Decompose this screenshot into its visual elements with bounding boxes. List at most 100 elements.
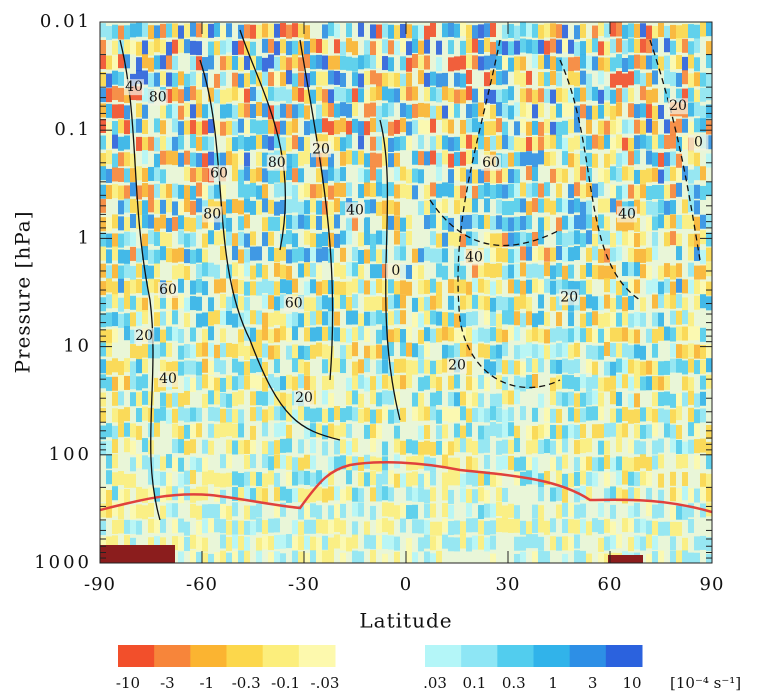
field-cell xyxy=(358,184,364,198)
field-cell xyxy=(628,167,634,181)
field-cell xyxy=(616,153,622,167)
field-cell xyxy=(454,408,460,422)
field-cell xyxy=(610,535,616,549)
field-cell xyxy=(484,504,490,518)
field-cell xyxy=(400,118,406,132)
field-cell xyxy=(220,72,226,86)
field-cell xyxy=(622,518,628,532)
field-cell xyxy=(262,441,268,455)
field-cell xyxy=(256,391,262,405)
field-cell xyxy=(448,392,454,406)
field-cell xyxy=(568,537,574,551)
field-cell xyxy=(334,312,340,326)
field-cell xyxy=(580,216,586,230)
field-cell xyxy=(226,454,232,468)
field-cell xyxy=(136,248,142,262)
contour-label: 60 xyxy=(159,282,177,298)
field-cell xyxy=(106,56,112,70)
field-cell xyxy=(142,298,148,312)
field-cell xyxy=(682,486,688,500)
colorbar-unit: [10⁻⁴ s⁻¹] xyxy=(670,674,741,692)
field-cell xyxy=(532,137,538,151)
field-cell xyxy=(526,105,532,119)
field-cell xyxy=(676,38,682,52)
field-cell xyxy=(526,88,532,102)
field-cell xyxy=(604,41,610,55)
field-cell xyxy=(316,234,322,248)
field-cell xyxy=(292,472,298,486)
field-cell xyxy=(256,358,262,372)
field-cell xyxy=(208,504,214,518)
field-cell xyxy=(304,105,310,119)
field-cell xyxy=(352,119,358,133)
field-cell xyxy=(526,122,532,136)
field-cell xyxy=(556,104,562,118)
field-cell xyxy=(262,520,268,534)
field-cell xyxy=(562,248,568,262)
field-cell xyxy=(214,424,220,438)
field-cell xyxy=(148,230,154,244)
field-cell xyxy=(418,520,424,534)
field-cell xyxy=(604,328,610,342)
field-cell xyxy=(136,426,142,440)
field-cell xyxy=(484,296,490,310)
field-cell xyxy=(376,345,382,359)
field-cell xyxy=(406,105,412,119)
field-cell xyxy=(382,345,388,359)
field-cell xyxy=(382,24,388,38)
colorbar-swatch xyxy=(190,645,227,667)
field-cell xyxy=(466,295,472,309)
field-cell xyxy=(340,248,346,262)
field-cell xyxy=(574,457,580,471)
field-cell xyxy=(238,536,244,550)
field-cell xyxy=(532,519,538,533)
field-cell xyxy=(286,314,292,328)
field-cell xyxy=(166,394,172,408)
field-cell xyxy=(274,183,280,197)
field-cell xyxy=(640,170,646,184)
field-cell xyxy=(670,56,676,70)
field-cell xyxy=(130,505,136,519)
field-cell xyxy=(238,440,244,454)
field-cell xyxy=(238,74,244,88)
field-cell xyxy=(616,295,622,309)
field-cell xyxy=(244,282,250,296)
field-cell xyxy=(112,426,118,440)
field-cell xyxy=(562,169,568,183)
field-cell xyxy=(478,40,484,54)
field-cell xyxy=(166,473,172,487)
field-cell xyxy=(502,297,508,311)
field-cell xyxy=(670,167,676,181)
field-cell xyxy=(346,182,352,196)
field-cell xyxy=(514,327,520,341)
field-cell xyxy=(112,377,118,391)
field-cell xyxy=(310,263,316,277)
field-cell xyxy=(424,87,430,101)
field-cell xyxy=(622,423,628,437)
field-cell xyxy=(160,105,166,119)
contour-label: 40 xyxy=(346,202,364,218)
field-cell xyxy=(352,390,358,404)
field-cell xyxy=(664,279,670,293)
field-cell xyxy=(190,250,196,264)
field-cell xyxy=(700,230,706,244)
field-cell xyxy=(250,183,256,197)
field-cell xyxy=(568,473,574,487)
field-cell xyxy=(562,199,568,213)
field-cell xyxy=(178,106,184,120)
field-cell xyxy=(418,169,424,183)
field-cell xyxy=(700,328,706,342)
y-tick-label: 0.01 xyxy=(40,11,92,32)
field-cell xyxy=(376,296,382,310)
field-cell xyxy=(250,119,256,133)
field-cell xyxy=(706,73,712,87)
field-cell xyxy=(616,374,622,388)
field-cell xyxy=(214,504,220,518)
field-cell xyxy=(574,154,580,168)
field-cell xyxy=(538,150,544,164)
field-cell xyxy=(130,199,136,213)
field-cell xyxy=(430,487,436,501)
field-cell xyxy=(328,520,334,534)
field-cell xyxy=(562,121,568,135)
field-cell xyxy=(598,199,604,213)
